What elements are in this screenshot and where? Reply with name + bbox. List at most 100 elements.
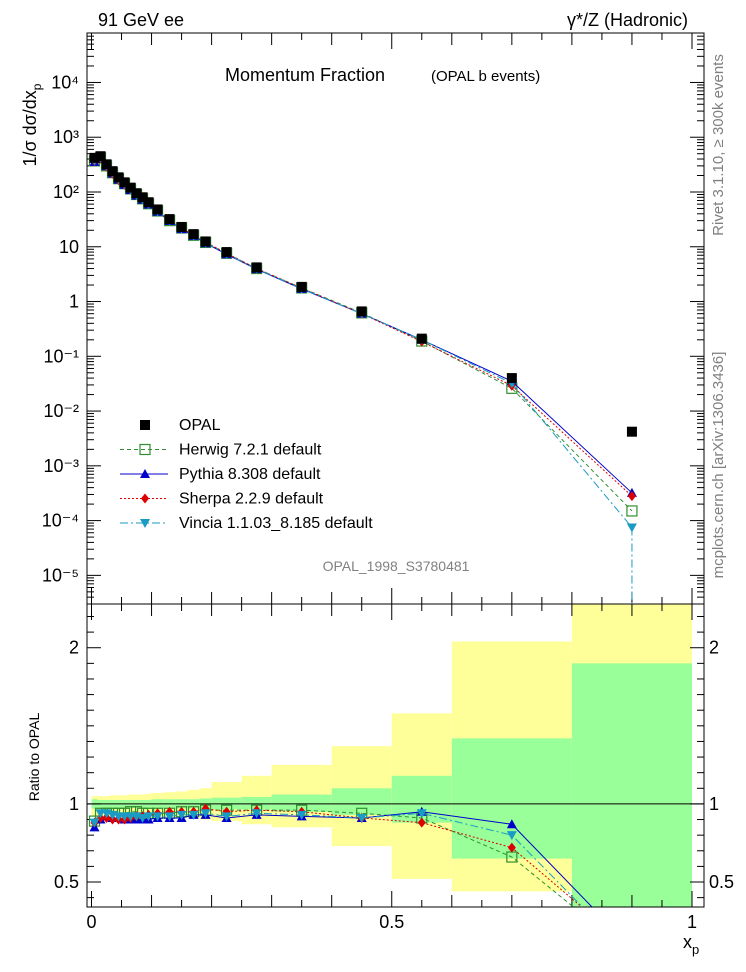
point-sherpa bbox=[627, 491, 636, 502]
main-series-group bbox=[88, 151, 638, 604]
legend-label-pythia: Pythia 8.308 default bbox=[179, 466, 321, 483]
point-opal bbox=[107, 166, 118, 177]
y-axis-label-ratio: Ratio to OPAL bbox=[26, 713, 42, 802]
legend-label-herwig: Herwig 7.2.1 default bbox=[179, 442, 322, 459]
point-opal bbox=[188, 229, 199, 240]
x-tick-label: 1 bbox=[687, 912, 697, 932]
point-opal bbox=[221, 247, 232, 258]
point-opal bbox=[416, 333, 427, 344]
ratio-series-group bbox=[88, 803, 593, 907]
ratio-tick-label-left: 2 bbox=[69, 638, 79, 658]
ratio-tick-label-right: 1 bbox=[709, 794, 719, 814]
legend-marker-pythia bbox=[140, 469, 150, 478]
stat-uncertainty-band bbox=[271, 794, 332, 812]
point-opal bbox=[164, 214, 175, 225]
legend-marker-herwig bbox=[139, 443, 151, 456]
y-tick-label: 10⁴ bbox=[51, 72, 79, 92]
ratio-point-vincia bbox=[188, 810, 199, 820]
y-tick-label: 10⁻⁴ bbox=[42, 511, 79, 531]
header-right: γ*/Z (Hadronic) bbox=[567, 10, 688, 30]
point-opal bbox=[113, 172, 124, 183]
legend-label-sherpa: Sherpa 2.2.9 default bbox=[179, 491, 324, 508]
stat-uncertainty-band bbox=[571, 663, 692, 907]
y-axis-label-main-sub: p bbox=[30, 83, 44, 90]
x-tick-label: 0.5 bbox=[379, 912, 404, 932]
stat-uncertainty-band bbox=[241, 796, 272, 810]
plot-subtitle: (OPAL b events) bbox=[431, 68, 540, 85]
point-opal bbox=[626, 426, 637, 437]
point-opal bbox=[143, 197, 154, 208]
ratio-tick-label-right: 2 bbox=[709, 638, 719, 658]
ratio-point-vincia bbox=[176, 810, 187, 820]
ratio-point-pythia bbox=[506, 819, 517, 829]
ratio-tick-label-right: 0.5 bbox=[709, 872, 734, 892]
y-tick-label: 10⁻¹ bbox=[43, 346, 79, 366]
ratio-line-sherpa bbox=[94, 808, 583, 907]
ratio-point-vincia bbox=[200, 809, 211, 819]
legend-marker-vincia bbox=[140, 519, 150, 528]
stat-uncertainty-band bbox=[451, 738, 572, 859]
ratio-uncertainty-bands bbox=[87, 604, 704, 907]
x-axis-label-text: x bbox=[683, 932, 692, 952]
ratio-point-vincia bbox=[356, 813, 367, 823]
point-opal bbox=[95, 151, 106, 162]
point-opal bbox=[131, 188, 142, 199]
point-opal bbox=[125, 182, 136, 193]
point-opal bbox=[89, 152, 100, 163]
ratio-point-vincia bbox=[152, 812, 163, 822]
legend: OPAL Herwig 7.2.1 default Pythia 8.308 def… bbox=[120, 417, 373, 532]
rivet-label: Rivet 3.1.10, ≥ 300k events bbox=[710, 54, 727, 236]
plot-title: Momentum Fraction bbox=[225, 65, 385, 85]
ratio-point-vincia bbox=[296, 810, 307, 820]
ratio-line-vincia bbox=[94, 812, 584, 907]
mcplots-label: mcplots.cern.ch [arXiv:1306.3436] bbox=[710, 352, 727, 579]
point-opal bbox=[176, 221, 187, 232]
point-opal bbox=[356, 306, 367, 317]
ratio-tick-label-left: 0.5 bbox=[54, 872, 79, 892]
ratio-point-sherpa bbox=[507, 842, 516, 853]
series-line-vincia bbox=[94, 156, 633, 528]
x-tick-label: 0 bbox=[86, 912, 96, 932]
y-tick-label: 10 bbox=[59, 237, 79, 257]
ratio-point-vincia bbox=[221, 812, 232, 822]
ratio-point-vincia bbox=[89, 818, 100, 828]
point-opal bbox=[101, 159, 112, 170]
y-tick-label: 10⁻³ bbox=[43, 456, 79, 476]
legend-marker-opal bbox=[140, 420, 150, 430]
y-tick-label: 10⁻² bbox=[43, 401, 79, 421]
y-axis-label-main: 1/σ dσ/dxp bbox=[20, 83, 44, 166]
x-axis-label-sub: p bbox=[692, 942, 699, 957]
ratio-axis-ticks: 0.5 0.5 1 1 2 2 0 0.5 1 bbox=[54, 604, 734, 932]
ratio-point-sherpa bbox=[417, 817, 426, 828]
point-opal bbox=[296, 281, 307, 292]
x-axis-label: xp bbox=[683, 932, 699, 957]
ratio-plot-frame bbox=[86, 603, 705, 908]
header-left: 91 GeV ee bbox=[98, 10, 184, 30]
ratio-point-vincia bbox=[416, 809, 427, 819]
series-line-sherpa bbox=[94, 157, 633, 497]
y-tick-label: 10² bbox=[53, 182, 79, 202]
analysis-watermark: OPAL_1998_S3780481 bbox=[323, 558, 470, 574]
ratio-point-vincia bbox=[164, 812, 175, 822]
series-line-pythia bbox=[94, 158, 633, 494]
ratio-point-vincia bbox=[251, 809, 262, 819]
point-herwig bbox=[626, 505, 638, 517]
stat-uncertainty-band bbox=[331, 788, 392, 815]
point-opal bbox=[152, 204, 163, 215]
series-line-herwig bbox=[94, 157, 633, 512]
y-tick-label: 10³ bbox=[53, 127, 79, 147]
point-opal bbox=[119, 177, 130, 188]
ratio-line-pythia bbox=[94, 811, 593, 907]
point-opal bbox=[137, 192, 148, 203]
legend-label-vincia: Vincia 1.1.03_8.185 default bbox=[179, 515, 373, 532]
y-axis-label-main-text: 1/σ dσ/dx bbox=[20, 90, 40, 166]
point-opal bbox=[506, 373, 517, 384]
y-tick-label: 1 bbox=[69, 292, 79, 312]
ratio-point-vincia bbox=[143, 812, 154, 822]
ratio-point-vincia bbox=[137, 813, 148, 823]
legend-label-opal: OPAL bbox=[179, 417, 221, 434]
legend-marker-sherpa bbox=[141, 493, 149, 504]
ratio-tick-label-left: 1 bbox=[69, 794, 79, 814]
point-opal bbox=[251, 262, 262, 273]
